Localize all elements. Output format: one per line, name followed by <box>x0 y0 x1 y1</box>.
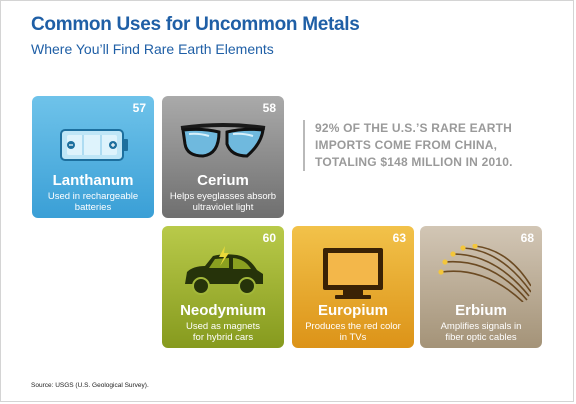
stat-line-2: imports come from China, <box>315 138 498 152</box>
tile-lanthanum: 57 Lanthanum Used in rechargeable batter… <box>32 96 154 218</box>
atomic-number: 68 <box>520 231 534 245</box>
tile-erbium: 68 Erbium Amplifies signals in fiber opt… <box>420 226 542 348</box>
stat-line-1: 92% of the U.S.’s rare earth <box>315 121 512 135</box>
atomic-number: 58 <box>262 101 276 115</box>
page-title: Common Uses for Uncommon Metals <box>31 14 360 35</box>
tile-neodymium: 60 Neodymium Used as magnets for hybrid … <box>162 226 284 348</box>
use-line-2: batteries <box>74 202 112 213</box>
use-line-2: for hybrid cars <box>192 332 254 343</box>
element-use: Produces the red color in TVs <box>296 321 410 343</box>
element-use: Used in rechargeable batteries <box>36 191 150 213</box>
element-name: Erbium <box>455 302 507 319</box>
atomic-number: 57 <box>132 101 146 115</box>
import-statistic: 92% of the U.S.’s rare earth imports com… <box>303 120 535 171</box>
element-use: Helps eyeglasses absorb ultraviolet ligh… <box>166 191 280 213</box>
element-name: Neodymium <box>180 302 266 319</box>
atomic-number: 63 <box>392 231 406 245</box>
use-line-2: in TVs <box>339 332 367 343</box>
element-use: Amplifies signals in fiber optic cables <box>424 321 538 343</box>
source-note: Source: USGS (U.S. Geological Survey). <box>31 382 149 389</box>
element-name: Cerium <box>197 172 249 189</box>
use-line-1: Amplifies signals in <box>440 321 522 332</box>
use-line-1: Produces the red color <box>305 321 401 332</box>
stat-line-3: totaling $148 million in 2010. <box>315 155 513 169</box>
fiber-optic-icon <box>438 244 531 302</box>
tv-icon <box>323 248 383 299</box>
battery-icon <box>60 129 128 161</box>
page-subtitle: Where You’ll Find Rare Earth Elements <box>31 41 274 57</box>
tile-cerium: 58 Cerium Helps eyeglasses absorb ultrav… <box>162 96 284 218</box>
tile-europium: 63 Europium Produces the red color in TV… <box>292 226 414 348</box>
element-name: Europium <box>318 302 388 319</box>
use-line-2: ultraviolet light <box>192 202 254 213</box>
element-name: Lanthanum <box>52 172 134 189</box>
element-use: Used as magnets for hybrid cars <box>166 321 280 343</box>
use-line-1: Used as magnets <box>186 321 260 332</box>
sunglasses-icon <box>180 123 266 158</box>
hybrid-car-icon <box>185 246 263 295</box>
atomic-number: 60 <box>262 231 276 245</box>
use-line-1: Helps eyeglasses absorb <box>169 191 277 202</box>
use-line-2: fiber optic cables <box>445 332 517 343</box>
use-line-1: Used in rechargeable <box>47 191 139 202</box>
